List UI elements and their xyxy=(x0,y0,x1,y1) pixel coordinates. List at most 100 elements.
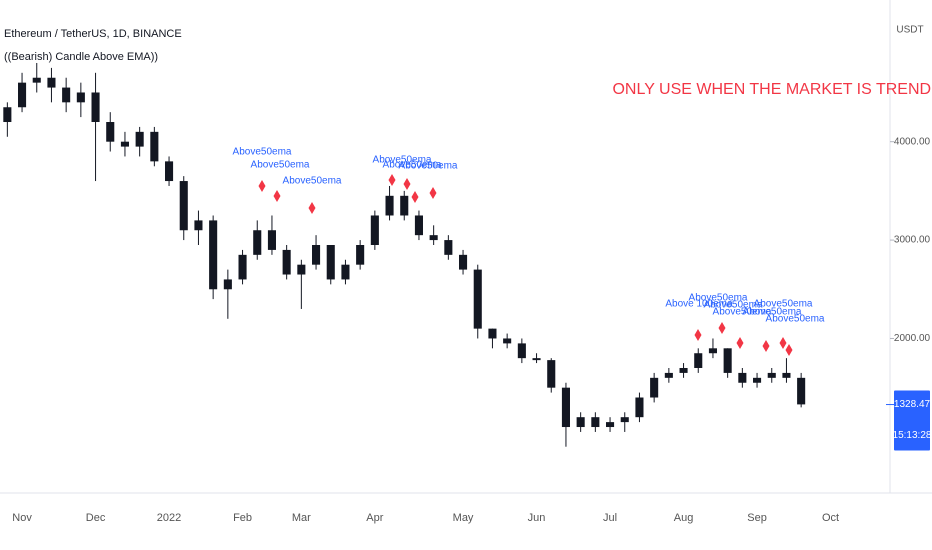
candle-body xyxy=(267,230,276,250)
candle-body xyxy=(503,338,512,344)
x-tick-label: 2022 xyxy=(157,512,181,524)
candle-body xyxy=(547,360,556,388)
candle-body xyxy=(209,220,218,290)
signal-label: Above50ema xyxy=(689,293,748,304)
signal-marker xyxy=(779,337,787,349)
candle-body xyxy=(106,122,115,142)
candle-body xyxy=(591,417,600,428)
y-tick-label: 4000.00 xyxy=(894,136,931,147)
candle-body xyxy=(179,181,188,231)
x-tick-label: Aug xyxy=(674,512,694,524)
x-tick-label: Oct xyxy=(822,512,839,524)
candle-body xyxy=(723,348,732,373)
candle-body xyxy=(238,254,247,280)
chart-title: Ethereum / TetherUS, 1D, BINANCE xyxy=(4,28,182,40)
candle-body xyxy=(312,245,321,265)
signal-label: Above50ema xyxy=(233,147,292,158)
candle-body xyxy=(664,372,673,378)
x-tick-label: Apr xyxy=(366,512,383,524)
candle-body xyxy=(620,417,629,423)
signal-label: Above50ema xyxy=(383,160,442,171)
candle-body xyxy=(135,131,144,147)
signal-label: Above50ema xyxy=(754,299,813,310)
candle-body xyxy=(3,107,12,123)
candle-body xyxy=(32,77,41,83)
signal-marker xyxy=(388,174,396,186)
signal-marker xyxy=(785,344,793,356)
x-tick-label: Feb xyxy=(233,512,252,524)
y-unit: USDT xyxy=(896,25,923,36)
candle-body xyxy=(576,417,585,428)
signal-label: Above50ema xyxy=(766,314,825,325)
signal-label: Above50ema xyxy=(373,155,432,166)
candle-body xyxy=(253,230,262,255)
candle-body xyxy=(120,141,129,147)
candle-body xyxy=(694,353,703,368)
x-tick-label: Dec xyxy=(86,512,106,524)
signal-marker xyxy=(718,322,726,334)
candle-body xyxy=(18,82,27,108)
candle-body xyxy=(753,377,762,383)
candle-body xyxy=(444,240,453,255)
candle-body xyxy=(91,92,100,123)
candle-body xyxy=(429,235,438,241)
signal-label: Above50ema xyxy=(399,161,458,172)
candle-body xyxy=(561,387,570,428)
candle-body xyxy=(47,77,56,88)
candle-body xyxy=(194,220,203,231)
candle-body xyxy=(385,195,394,216)
candle-body xyxy=(223,279,232,290)
candle-body xyxy=(459,254,468,270)
candle-body xyxy=(797,377,806,405)
candle-body xyxy=(606,422,615,428)
candle-body xyxy=(400,195,409,216)
candle-body xyxy=(150,131,159,162)
x-tick-label: Jun xyxy=(528,512,546,524)
candle-body xyxy=(326,245,335,280)
signal-label: Above 100ema xyxy=(665,299,733,310)
candle-body xyxy=(650,377,659,398)
candle-body xyxy=(414,215,423,236)
signal-label: Above50ema xyxy=(251,160,310,171)
x-tick-label: Sep xyxy=(747,512,767,524)
y-tick-label: 2000.00 xyxy=(894,333,931,344)
x-tick-label: Nov xyxy=(12,512,32,524)
indicator-label: ((Bearish) Candle Above EMA)) xyxy=(4,51,158,63)
signal-marker xyxy=(411,191,419,203)
candle-body xyxy=(62,87,71,103)
signal-marker xyxy=(736,337,744,349)
countdown-label: 15:13:28 xyxy=(893,430,932,441)
candle-body xyxy=(165,161,174,182)
candle-body xyxy=(341,264,350,280)
signal-label: Above50ema xyxy=(283,176,342,187)
x-tick-label: Jul xyxy=(603,512,617,524)
candle-body xyxy=(767,372,776,378)
signal-marker xyxy=(273,190,281,202)
candle-body xyxy=(517,343,526,359)
candle-body xyxy=(473,269,482,329)
signal-marker xyxy=(308,202,316,214)
x-tick-label: Mar xyxy=(292,512,311,524)
signal-label: Above50ema xyxy=(704,300,763,311)
candle-body xyxy=(738,372,747,383)
candle-body xyxy=(532,358,541,361)
candle-body xyxy=(370,215,379,245)
candle-body xyxy=(356,245,365,265)
signal-marker xyxy=(762,340,770,352)
signal-marker xyxy=(694,329,702,341)
y-tick-label: 3000.00 xyxy=(894,235,931,246)
last-price-box xyxy=(894,390,930,451)
candle-body xyxy=(782,372,791,378)
candle-body xyxy=(282,249,291,275)
last-price-label: 1328.47 xyxy=(894,399,931,410)
candle-body xyxy=(76,92,85,103)
candle-body xyxy=(297,264,306,275)
x-tick-label: May xyxy=(453,512,474,524)
candle-body xyxy=(679,367,688,373)
signal-marker xyxy=(429,187,437,199)
candle-body xyxy=(488,328,497,339)
candle-body xyxy=(635,397,644,418)
watermark-note: ONLY USE WHEN THE MARKET IS TRENDING xyxy=(612,81,932,98)
